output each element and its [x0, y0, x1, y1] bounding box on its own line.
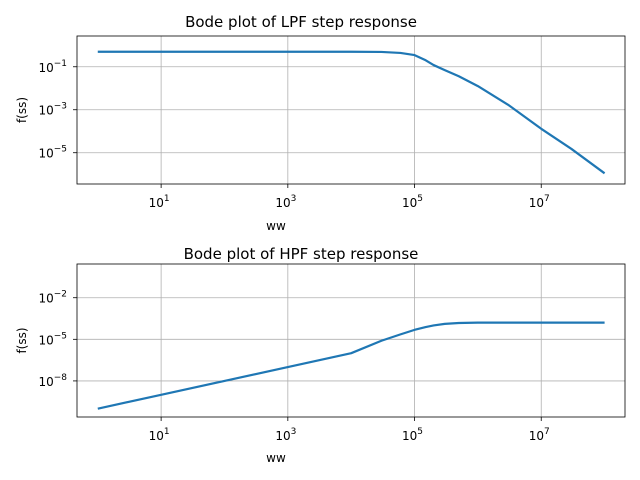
x-tick-label: 105 [402, 194, 423, 210]
tick-exponent: 5 [417, 427, 423, 437]
x-tick-label: 101 [149, 194, 170, 210]
tick-base: 10 [402, 196, 417, 210]
tick-exponent: 1 [164, 427, 170, 437]
x-tick-label: 107 [529, 427, 550, 443]
x-tick-label: 105 [402, 427, 423, 443]
tick-base: 10 [275, 196, 290, 210]
tick-exponent: −8 [54, 373, 68, 383]
x-tick-label: 107 [529, 194, 550, 210]
x-tick-label: 101 [149, 427, 170, 443]
chart-title: Bode plot of LPF step response [185, 13, 417, 31]
tick-exponent: −3 [54, 102, 67, 112]
tick-exponent: 3 [291, 427, 297, 437]
x-tick-label: 103 [275, 427, 296, 443]
tick-exponent: −5 [54, 331, 67, 341]
tick-exponent: 7 [544, 427, 550, 437]
tick-base: 10 [275, 429, 290, 443]
y-tick-label: 10−5 [38, 145, 67, 161]
x-axis-label: ww [266, 451, 286, 465]
y-axis-label: f(ss) [15, 97, 29, 123]
y-tick-label: 10−3 [38, 102, 67, 118]
tick-base: 10 [149, 196, 164, 210]
tick-base: 10 [38, 104, 53, 118]
tick-base: 10 [38, 147, 53, 161]
tick-base: 10 [529, 196, 544, 210]
y-tick-label: 10−5 [38, 331, 67, 347]
tick-exponent: −2 [54, 290, 67, 300]
series-line-1 [97, 321, 605, 410]
tick-base: 10 [149, 429, 164, 443]
series-line-1 [97, 50, 606, 175]
x-axis-label: ww [266, 219, 286, 233]
tick-base: 10 [38, 333, 53, 347]
y-tick-label: 10−1 [38, 59, 67, 75]
plot-frame [76, 263, 626, 418]
tick-base: 10 [402, 429, 417, 443]
tick-base: 10 [38, 292, 53, 306]
tick-exponent: 5 [417, 194, 423, 204]
plot-frame [76, 35, 626, 185]
y-tick-label: 10−2 [38, 290, 67, 306]
tick-base: 10 [38, 61, 53, 75]
tick-exponent: −5 [54, 145, 67, 155]
x-tick-label: 103 [275, 194, 296, 210]
tick-exponent: 1 [164, 194, 170, 204]
tick-base: 10 [38, 375, 53, 389]
y-axis-label: f(ss) [15, 327, 29, 353]
tick-exponent: 3 [291, 194, 297, 204]
tick-exponent: 7 [544, 194, 550, 204]
chart-title: Bode plot of HPF step response [184, 245, 419, 263]
tick-exponent: −1 [54, 59, 67, 69]
y-tick-label: 10−8 [38, 373, 67, 389]
tick-base: 10 [529, 429, 544, 443]
